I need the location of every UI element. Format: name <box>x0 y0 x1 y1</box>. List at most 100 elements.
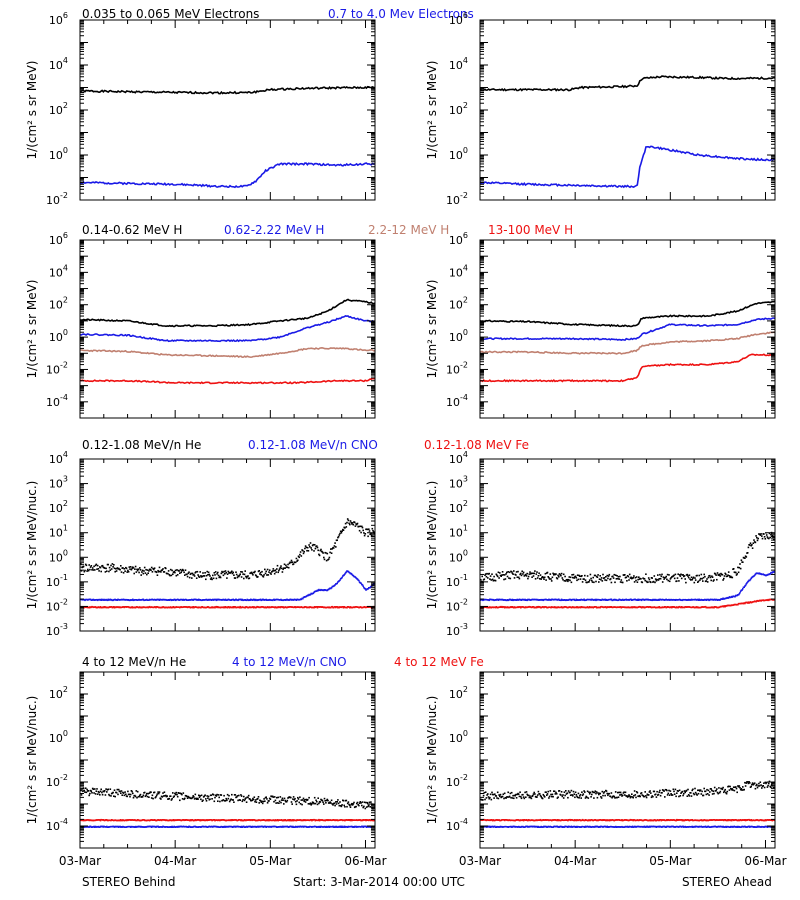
data-point <box>538 572 540 574</box>
data-point <box>150 791 152 793</box>
data-point <box>205 574 208 577</box>
data-point <box>560 606 563 608</box>
data-point <box>503 578 505 581</box>
data-point <box>261 800 263 803</box>
data-point <box>570 581 573 584</box>
data-point <box>522 573 524 575</box>
data-point <box>108 570 110 573</box>
data-point <box>190 572 192 575</box>
data-point <box>358 579 360 582</box>
data-point <box>329 801 331 803</box>
data-point <box>95 790 98 792</box>
data-point <box>211 578 213 581</box>
data-point <box>742 588 744 590</box>
data-point <box>235 571 237 573</box>
data-point <box>677 573 679 575</box>
data-point <box>106 599 109 602</box>
data-point <box>628 579 630 581</box>
data-point <box>318 802 320 805</box>
data-point <box>305 546 308 549</box>
data-point <box>358 529 361 532</box>
data-point <box>753 539 755 541</box>
data-point <box>134 794 136 797</box>
data-point <box>125 567 128 570</box>
data-point <box>728 575 731 577</box>
data-point <box>239 799 241 801</box>
data-point <box>619 606 622 608</box>
data-point <box>350 521 352 524</box>
data-point <box>111 563 114 565</box>
data-point <box>364 807 367 810</box>
data-point <box>251 799 253 801</box>
data-point <box>323 797 326 800</box>
data-point <box>619 575 621 578</box>
data-point <box>298 556 300 559</box>
data-point <box>340 826 343 828</box>
data-point <box>265 570 267 573</box>
data-point <box>603 577 606 579</box>
data-point <box>83 570 86 573</box>
data-point <box>732 568 735 570</box>
data-point <box>113 564 115 566</box>
data-point <box>349 523 351 526</box>
data-point <box>327 558 330 560</box>
data-point <box>276 568 278 570</box>
data-point <box>744 602 746 605</box>
data-point <box>144 572 147 574</box>
data-point <box>316 803 319 806</box>
data-point <box>268 571 270 573</box>
data-point <box>337 802 340 805</box>
data-point <box>225 571 227 574</box>
data-point <box>142 572 145 575</box>
data-point <box>591 581 594 583</box>
data-point <box>558 573 561 575</box>
data-point <box>490 579 493 581</box>
plot-frame <box>79 239 376 419</box>
data-point <box>506 571 508 574</box>
data-point <box>325 802 327 804</box>
data-point <box>488 599 490 602</box>
data-point <box>336 801 338 803</box>
data-point <box>598 578 601 580</box>
data-point <box>489 575 492 577</box>
data-point <box>361 526 364 529</box>
data-point <box>560 572 563 575</box>
data-point <box>135 571 138 573</box>
data-point <box>88 564 90 566</box>
data-point <box>592 576 594 579</box>
y-tick-label: 104 <box>449 450 468 466</box>
data-point <box>89 825 92 828</box>
data-point <box>645 573 647 575</box>
data-point <box>636 581 639 583</box>
data-point <box>665 575 667 578</box>
data-point <box>341 576 343 579</box>
data-point <box>704 575 706 578</box>
data-point <box>90 565 93 567</box>
data-point <box>88 794 90 797</box>
y-tick-label: 106 <box>49 11 68 27</box>
data-point <box>716 572 719 574</box>
data-point <box>302 552 305 555</box>
data-point <box>148 570 150 572</box>
data-point <box>561 577 564 579</box>
data-point <box>274 799 277 802</box>
data-point <box>337 535 340 538</box>
data-point <box>572 576 574 579</box>
data-point <box>143 566 146 569</box>
data-point <box>496 575 499 578</box>
data-point <box>673 574 675 577</box>
data-point <box>180 571 182 574</box>
data-point <box>647 577 650 579</box>
data-point <box>141 569 144 572</box>
data-point <box>551 576 554 579</box>
legend-label: 0.12-1.08 MeV/n CNO <box>248 438 378 452</box>
data-point <box>224 800 227 802</box>
data-point <box>112 791 114 794</box>
data-point <box>193 796 195 798</box>
data-point <box>515 574 517 576</box>
data-point <box>697 580 700 583</box>
data-point <box>346 606 348 609</box>
data-point <box>209 578 212 580</box>
data-point <box>608 573 611 576</box>
